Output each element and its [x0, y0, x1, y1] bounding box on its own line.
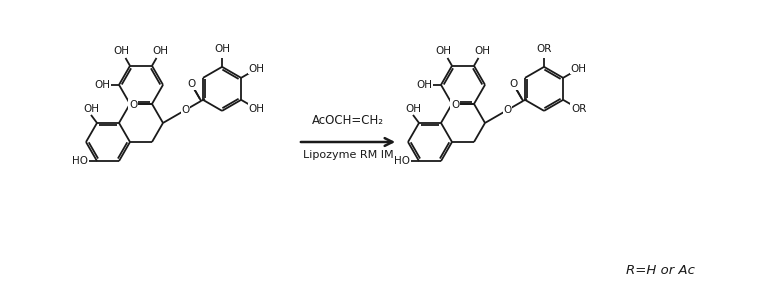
Text: R=H or Ac: R=H or Ac [626, 263, 694, 277]
Text: OH: OH [435, 46, 452, 56]
Text: OR: OR [536, 44, 551, 54]
Text: OH: OH [214, 44, 230, 54]
Text: OH: OH [249, 64, 265, 74]
Text: OH: OH [94, 80, 110, 90]
Text: OH: OH [114, 46, 130, 56]
Text: O: O [509, 79, 518, 89]
Text: OH: OH [405, 104, 421, 114]
Text: O: O [181, 105, 190, 115]
Text: HO: HO [72, 156, 88, 166]
Text: OH: OH [153, 46, 168, 56]
Text: Lipozyme RM IM: Lipozyme RM IM [303, 150, 393, 160]
Text: O: O [451, 100, 459, 110]
Text: OH: OH [249, 104, 265, 114]
Text: AcOCH=CH₂: AcOCH=CH₂ [312, 114, 384, 127]
Text: OH: OH [416, 80, 432, 90]
Text: O: O [129, 100, 137, 110]
Text: HO: HO [394, 156, 410, 166]
Text: OR: OR [571, 104, 587, 114]
Text: O: O [503, 105, 511, 115]
Text: OH: OH [571, 64, 587, 74]
Text: OH: OH [475, 46, 491, 56]
Text: OH: OH [83, 104, 99, 114]
Text: O: O [187, 79, 196, 89]
